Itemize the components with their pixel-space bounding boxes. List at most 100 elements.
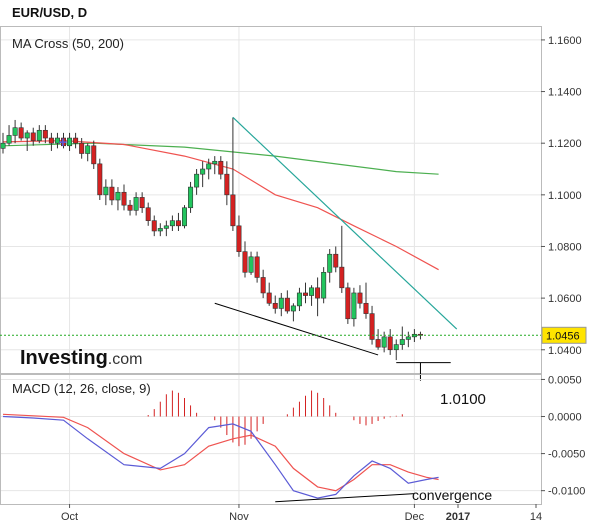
bear-candle: [333, 253, 339, 268]
bear-candle: [79, 142, 85, 154]
bull-candle: [290, 305, 296, 312]
bear-candle: [224, 173, 230, 196]
bull-candle: [163, 225, 169, 229]
price-tick-label: 1.0800: [548, 241, 582, 253]
bull-candle: [157, 228, 163, 232]
bear-candle: [48, 137, 54, 144]
macd-y-axis: -0.0100 -0.0050 0.0000 0.0050: [541, 374, 585, 498]
bear-candle: [18, 127, 24, 139]
bear-candle: [139, 197, 145, 209]
price-tick-label: 1.1200: [548, 138, 582, 150]
x-tick-label: 14: [530, 511, 542, 523]
bull-candle: [188, 186, 194, 209]
bear-candle: [218, 160, 224, 175]
x-tick-label: Oct: [61, 511, 78, 523]
bear-candle: [30, 132, 36, 141]
price-tick-label: 1.1600: [548, 35, 582, 47]
price-panel[interactable]: 1.0400 1.0600 1.0800 1.1000 1.1200 1.1400 1.16…: [0, 26, 587, 381]
last-price-label: 1.0456: [546, 330, 580, 342]
last-price-badge: [541, 326, 587, 344]
bull-candle: [6, 135, 12, 144]
macd-tick-label: -0.0050: [548, 449, 585, 461]
bear-candle: [266, 292, 272, 304]
bear-candle: [254, 256, 260, 278]
macd-tick-label: 0.0000: [548, 412, 582, 424]
bull-candle: [248, 256, 254, 273]
convergence-annotation: convergence: [412, 487, 492, 503]
macd-panel[interactable]: -0.0100 -0.0050 0.0000 0.0050 MACD (12, 26,…: [0, 374, 585, 505]
bear-candle: [357, 292, 363, 304]
bear-candle: [109, 186, 115, 201]
bear-candle: [73, 137, 79, 144]
bull-candle: [12, 127, 18, 136]
bear-candle: [60, 137, 66, 147]
price-tick-label: 1.0400: [548, 345, 582, 357]
bear-candle: [230, 194, 236, 227]
bull-candle: [405, 336, 411, 340]
brand-logo-suffix: .com: [108, 351, 143, 368]
bear-candle: [387, 336, 393, 351]
convergence-line: [275, 493, 415, 503]
bull-candle: [296, 292, 302, 307]
bear-candle: [345, 287, 351, 320]
bull-candle: [381, 336, 387, 348]
bull-candle: [24, 132, 30, 139]
bull-candle: [115, 191, 121, 201]
macd-indicator-label: MACD (12, 26, close, 9): [12, 381, 151, 396]
bear-candle: [121, 191, 127, 206]
bear-candle: [175, 220, 181, 227]
bull-candle: [399, 339, 405, 345]
bear-candle: [42, 129, 48, 139]
bull-candle: [36, 129, 42, 141]
bull-candle: [169, 220, 175, 227]
price-tick-label: 1.1000: [548, 190, 582, 202]
bear-candle: [369, 313, 375, 340]
bull-candle: [321, 271, 327, 299]
ma-cross-marker: +: [59, 134, 68, 151]
brand-logo-text: Investing: [20, 347, 108, 369]
bear-candle: [339, 266, 345, 289]
bull-candle: [85, 145, 91, 154]
bull-candle: [200, 168, 206, 175]
price-y-axis: 1.0400 1.0600 1.0800 1.1000 1.1200 1.1400 1.16…: [541, 35, 582, 357]
bear-candle: [91, 145, 97, 165]
bear-candle: [315, 287, 321, 299]
x-axis: Oct Nov Dec 2017 14: [61, 504, 542, 523]
bear-candle: [363, 302, 369, 314]
bull-candle: [67, 137, 73, 147]
macd-tick-label: -0.0100: [548, 486, 585, 498]
bull-candle: [0, 142, 6, 149]
macd-tick-label: 0.0050: [548, 374, 582, 386]
bear-candle: [375, 339, 381, 348]
bear-candle: [145, 207, 151, 221]
bear-candle: [127, 204, 133, 211]
signal-line: [2, 413, 439, 492]
x-tick-label: Nov: [229, 511, 249, 523]
bear-candle: [151, 220, 157, 232]
bear-candle: [302, 292, 308, 296]
x-tick-label: Dec: [405, 511, 425, 523]
bull-candle: [194, 173, 200, 188]
macd-histogram: [147, 390, 403, 447]
price-tick-label: 1.1400: [548, 87, 582, 99]
x-tick-label: 2017: [446, 511, 470, 523]
target-annotation: 1.0100: [440, 391, 486, 408]
descending-trendline: [232, 116, 458, 330]
bull-candle: [103, 186, 109, 196]
chart-title: EUR/USD, D: [12, 5, 87, 20]
bull-candle: [278, 297, 284, 309]
bear-candle: [236, 225, 242, 252]
bear-candle: [242, 251, 248, 273]
lower-support-line: [214, 302, 379, 356]
bull-candle: [54, 137, 60, 144]
macd-line: [2, 415, 439, 499]
bull-candle: [327, 253, 333, 273]
bull-candle: [309, 287, 315, 296]
candlestick-series: [0, 117, 423, 361]
bull-candle: [212, 160, 218, 165]
macd-lines: [2, 413, 439, 499]
bull-candle: [351, 292, 357, 320]
bear-candle: [284, 297, 290, 312]
